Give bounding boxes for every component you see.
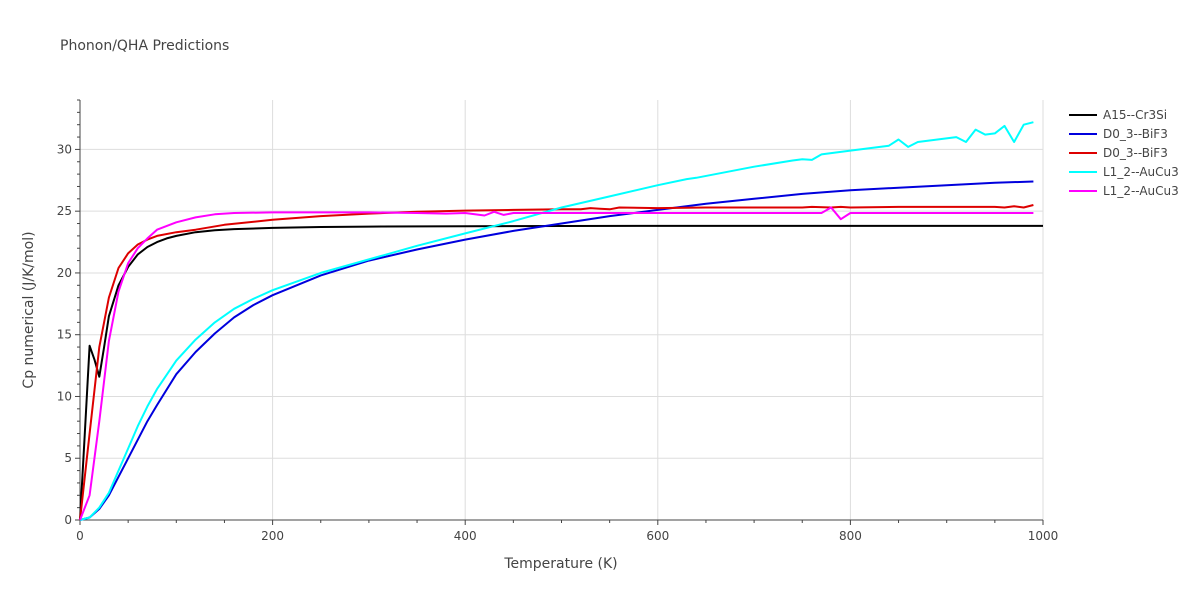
tick-labels: 0 200 400 600 800 1000 0 5 10 15 20 25 30 <box>57 142 1059 543</box>
x-tick-label: 400 <box>454 529 477 543</box>
x-tick-label: 200 <box>261 529 284 543</box>
x-axis-label: Temperature (K) <box>503 556 617 572</box>
axes <box>75 99 1044 525</box>
legend-item-2[interactable]: D0_3--BiF3 <box>1069 127 1168 141</box>
legend-label: L1_2--AuCu3 <box>1103 165 1179 179</box>
legend-label: D0_3--BiF3 <box>1103 146 1168 160</box>
series-line-5 <box>79 206 1034 521</box>
series-line-1 <box>79 224 1043 521</box>
x-tick-label: 0 <box>76 529 84 543</box>
x-tick-label: 800 <box>839 529 862 543</box>
series-line-2 <box>79 180 1034 521</box>
legend-item-3[interactable]: D0_3--BiF3 <box>1069 146 1168 160</box>
y-tick-label: 30 <box>57 142 72 156</box>
y-tick-label: 20 <box>57 266 72 280</box>
y-tick-label: 25 <box>57 204 72 218</box>
x-tick-label: 600 <box>646 529 669 543</box>
legend-label: D0_3--BiF3 <box>1103 127 1168 141</box>
y-tick-label: 10 <box>57 389 72 403</box>
legend-item-1[interactable]: A15--Cr3Si <box>1069 108 1167 122</box>
y-tick-label: 0 <box>64 513 72 527</box>
y-axis-label: Cp numerical (J/K/mol) <box>21 231 37 388</box>
series-line-4 <box>79 121 1034 521</box>
series-group <box>79 121 1043 521</box>
legend[interactable]: A15--Cr3Si D0_3--BiF3 D0_3--BiF3 L1_2--AuCu… <box>1069 108 1179 198</box>
legend-item-4[interactable]: L1_2--AuCu3 <box>1069 165 1179 179</box>
y-tick-label: 15 <box>57 328 72 342</box>
series-line-3 <box>79 204 1034 521</box>
y-tick-label: 5 <box>64 451 72 465</box>
legend-label: A15--Cr3Si <box>1103 108 1167 122</box>
legend-item-5[interactable]: L1_2--AuCu3 <box>1069 184 1179 198</box>
legend-label: L1_2--AuCu3 <box>1103 184 1179 198</box>
grid <box>80 100 1044 520</box>
x-tick-label: 1000 <box>1028 529 1059 543</box>
chart-title: Phonon/QHA Predictions <box>60 38 229 54</box>
